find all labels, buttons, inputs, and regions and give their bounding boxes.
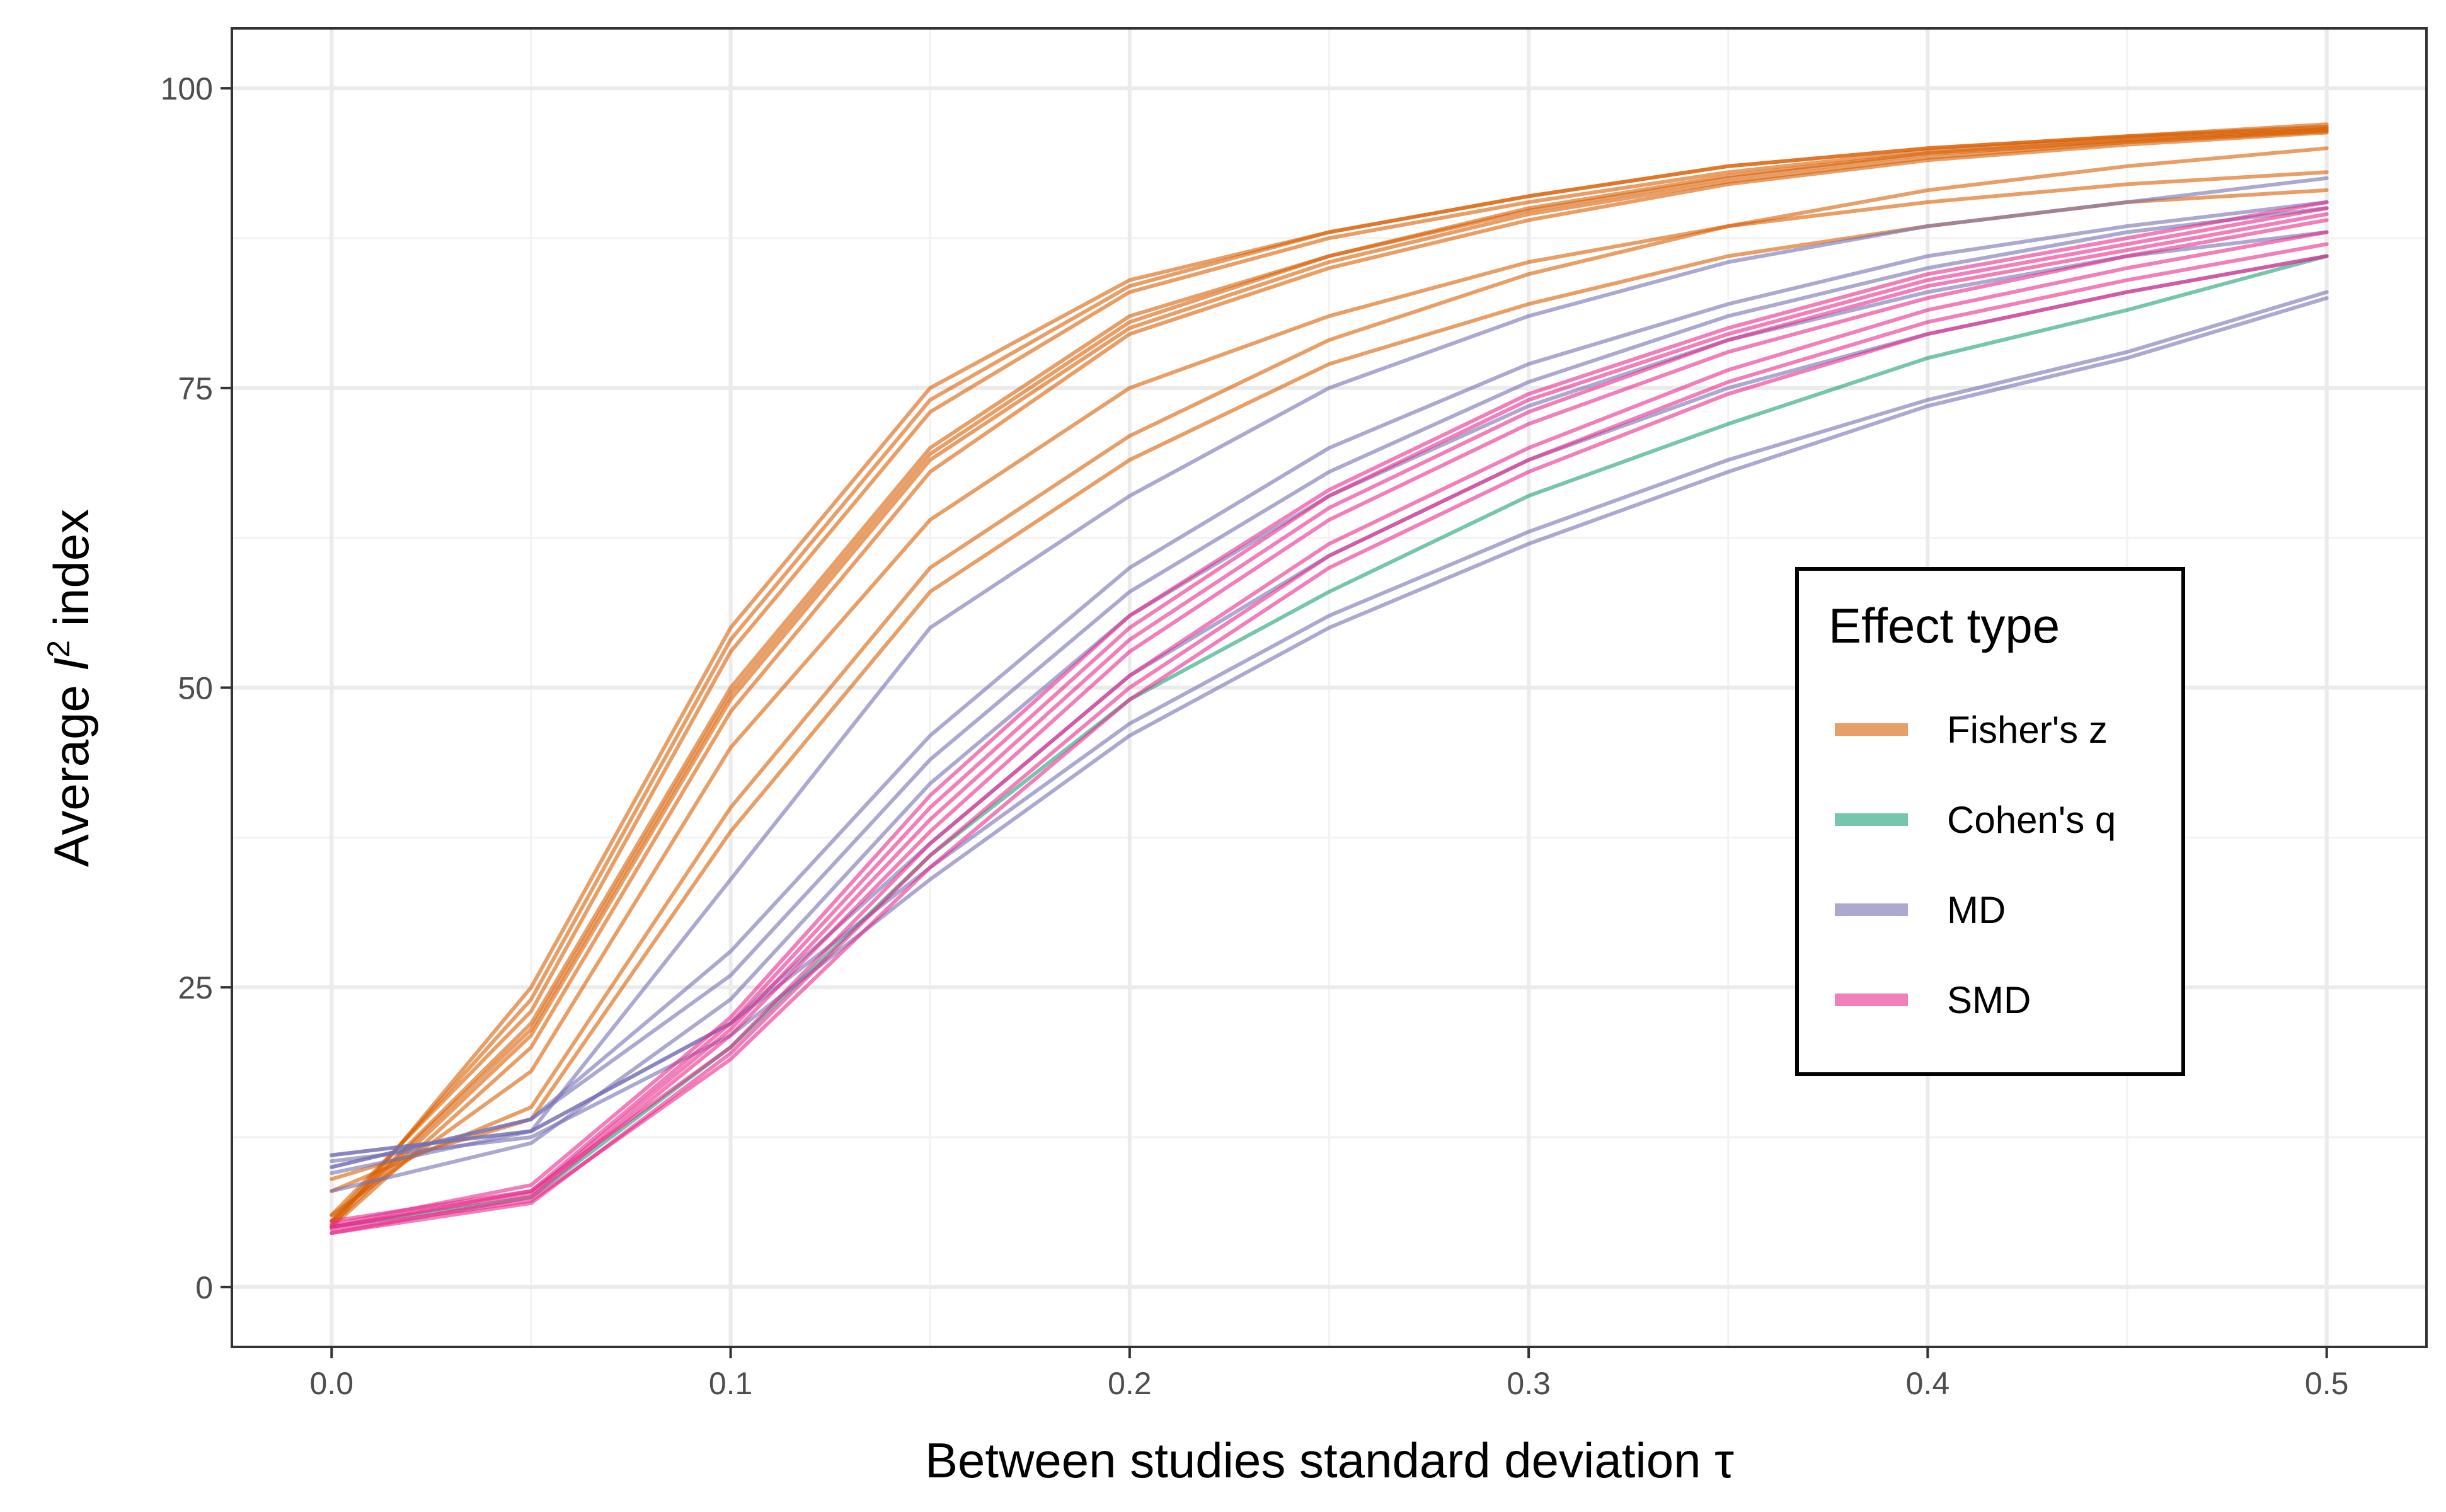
series-line <box>330 230 2329 1223</box>
y-tick-label: 75 <box>178 371 213 406</box>
x-tick-label: 0.0 <box>310 1366 354 1401</box>
series-line <box>330 200 2329 1169</box>
x-tick-label: 0.5 <box>2305 1366 2349 1401</box>
series-lines <box>330 122 2329 1235</box>
y-axis-title-symbol: I <box>43 658 99 672</box>
series-line <box>330 254 2329 1232</box>
series-line <box>330 127 2329 1223</box>
x-tick-label: 0.4 <box>1906 1366 1950 1401</box>
series-line <box>330 206 2329 1229</box>
legend-entries: Fisher's z Cohen's q MD SMD <box>1835 709 2116 1021</box>
series-line <box>330 130 2329 1229</box>
y-axis-title-suffix: index <box>43 509 99 640</box>
series-line <box>330 170 2329 1217</box>
series-line <box>330 242 2329 1235</box>
series-line <box>330 218 2329 1235</box>
y-tick-label: 25 <box>178 970 213 1005</box>
series-line <box>330 176 2329 1157</box>
series-line <box>330 125 2329 1223</box>
legend-label: MD <box>1947 889 2006 931</box>
y-tick-label: 100 <box>161 71 213 106</box>
y-axis-title-prefix: Average <box>43 671 99 867</box>
legend: Effect type Fisher's z Cohen's q MD SMD <box>1795 567 2185 1076</box>
series-line <box>330 200 2329 1227</box>
legend-label: Cohen's q <box>1947 799 2116 841</box>
x-tick-label: 0.1 <box>709 1366 753 1401</box>
y-tick-label: 0 <box>195 1270 213 1305</box>
x-axis-title: Between studies standard deviation τ <box>925 1433 1734 1488</box>
legend-title: Effect type <box>1829 598 2060 653</box>
legend-label: Fisher's z <box>1947 709 2108 751</box>
x-tick-label: 0.3 <box>1507 1366 1551 1401</box>
legend-label: SMD <box>1947 979 2031 1021</box>
y-axis-title-exponent: 2 <box>41 640 76 658</box>
series-line <box>330 206 2329 1169</box>
series-line <box>330 296 2329 1164</box>
series-line <box>330 129 2329 1227</box>
series-line <box>330 146 2329 1193</box>
series-line <box>330 125 2329 1217</box>
y-axis-title: Average I2 index <box>41 509 99 867</box>
y-tick-label: 50 <box>178 671 213 706</box>
axis-ticks: 0.0 0.1 0.2 0.3 0.4 0.5 0 25 50 75 100 <box>161 71 2349 1401</box>
x-tick-label: 0.2 <box>1108 1366 1152 1401</box>
series-line <box>330 212 2329 1229</box>
